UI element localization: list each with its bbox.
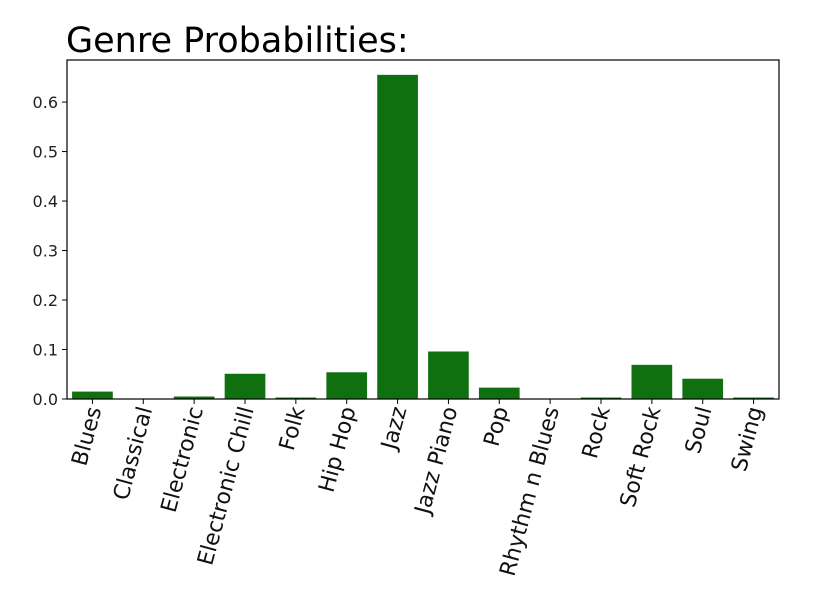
x-tick-label: Rock [578,404,616,462]
bar-jazz [377,74,418,399]
x-tick-label: Electronic [157,404,209,515]
x-tick-label: Classical [109,404,158,503]
plot-frame [66,59,780,400]
x-tick-label: Pop [480,404,514,449]
y-tick-label: 0.0 [33,390,58,409]
bar-electronic-chill [224,373,266,399]
y-tick-label: 0.6 [33,93,58,112]
y-tick-label: 0.1 [33,341,58,360]
plot-area: 0.0 0.1 0.2 0.3 0.4 0.5 0.6 Blues ClassicalElect… [33,59,780,579]
bar-folk [275,397,317,399]
x-tick-label: Soul [681,404,717,456]
x-tick-label: Hip Hop [315,404,362,495]
x-tick-label: Folk [275,404,311,453]
y-tick-label: 0.3 [33,242,58,261]
x-tick-label: Blues [68,404,108,469]
bar-rock [580,397,622,399]
y-tick-label: 0.4 [33,192,58,211]
bar-blues [72,391,113,399]
bar-pop [478,387,520,399]
y-tick-label: 0.2 [33,291,58,310]
x-tick-label: Jazz [377,404,413,454]
bar-swing [733,397,774,399]
bar-jazz-piano [428,351,469,399]
x-tick-label: Soft Rock [616,404,667,510]
x-tick-label: Swing [727,404,768,474]
bar-soft-rock [631,364,673,399]
bar-electronic [173,396,215,399]
x-tick-label: Jazz Piano [410,404,463,519]
bar-hip-hop [326,372,368,399]
chart-title: Genre Probabilities: [66,21,409,61]
y-tick-label: 0.5 [33,143,58,162]
bar-soul [682,378,724,399]
